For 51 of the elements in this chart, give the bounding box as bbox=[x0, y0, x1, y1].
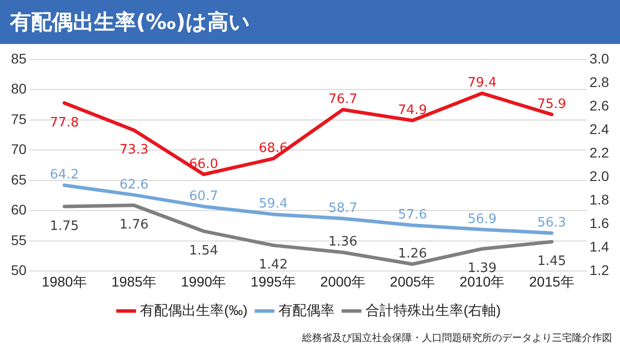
data-label: 1.76 bbox=[120, 218, 148, 233]
text: 総務省及び国立社会保障・人口問題研究所のデータより三宅隆介作図 bbox=[302, 332, 612, 345]
x-tick-label: 2015年 bbox=[529, 273, 574, 290]
y2-tick-label: 2.0 bbox=[590, 168, 610, 184]
x-tick-label: 1990年 bbox=[181, 273, 226, 290]
x-tick-label: 2005年 bbox=[390, 273, 436, 290]
data-label: 56.3 bbox=[537, 215, 566, 230]
data-label: 1.26 bbox=[398, 246, 427, 262]
y2-tick-label: 1.8 bbox=[590, 191, 610, 208]
data-label: 64.2 bbox=[50, 168, 79, 183]
y-tick-label: 75 bbox=[10, 110, 27, 127]
x-tick-label: 1995年 bbox=[250, 273, 296, 290]
y2-tick-label: 2.6 bbox=[590, 97, 610, 114]
data-label: 56.9 bbox=[468, 212, 497, 227]
y-tick-label: 50 bbox=[10, 262, 27, 278]
data-label: 58.7 bbox=[328, 200, 358, 216]
y2-tick-label: 1.2 bbox=[590, 262, 610, 278]
y2-tick-label: 2.2 bbox=[590, 144, 610, 160]
y2-tick-label: 1.4 bbox=[590, 238, 610, 255]
data-label: 59.4 bbox=[258, 196, 288, 212]
data-label: 1.36 bbox=[328, 234, 358, 250]
data-label: 74.9 bbox=[398, 102, 427, 118]
data-label: 75.9 bbox=[537, 96, 566, 112]
legend-label: 有配偶率 bbox=[278, 302, 334, 318]
data-label: 1.45 bbox=[537, 254, 566, 270]
y-tick-label: 65 bbox=[10, 171, 27, 188]
chart-title: 有配偶出生率(‰)は高い bbox=[0, 0, 620, 44]
data-label: 60.7 bbox=[189, 188, 218, 204]
data-label: 62.6 bbox=[120, 177, 148, 192]
data-label: 73.3 bbox=[120, 142, 148, 158]
y-tick-label: 80 bbox=[10, 80, 27, 97]
legend-label: 有配偶出生率(‰) bbox=[140, 302, 248, 318]
x-tick-label: 1985年 bbox=[111, 273, 157, 290]
y2-tick-label: 2.8 bbox=[590, 74, 610, 90]
x-tick-label: 1980年 bbox=[42, 273, 87, 290]
y2-tick-label: 2.4 bbox=[590, 120, 610, 137]
data-label: 79.4 bbox=[468, 76, 497, 91]
data-label: 1.42 bbox=[258, 258, 288, 273]
y-tick-label: 85 bbox=[10, 50, 27, 66]
y-tick-label: 55 bbox=[10, 232, 27, 248]
data-label: 57.6 bbox=[398, 208, 427, 223]
y2-tick-label: 3.0 bbox=[590, 50, 610, 66]
data-label: 1.54 bbox=[189, 244, 218, 259]
legend-label: 合計特殊出生率(右軸) bbox=[366, 302, 501, 318]
data-label: 77.8 bbox=[50, 115, 79, 130]
y-tick-label: 60 bbox=[10, 202, 27, 218]
data-label: 1.75 bbox=[50, 218, 79, 234]
x-tick-label: 2000年 bbox=[320, 273, 366, 290]
data-label: 76.7 bbox=[328, 92, 358, 107]
y-tick-label: 70 bbox=[10, 141, 27, 158]
y2-tick-label: 1.6 bbox=[590, 214, 610, 231]
